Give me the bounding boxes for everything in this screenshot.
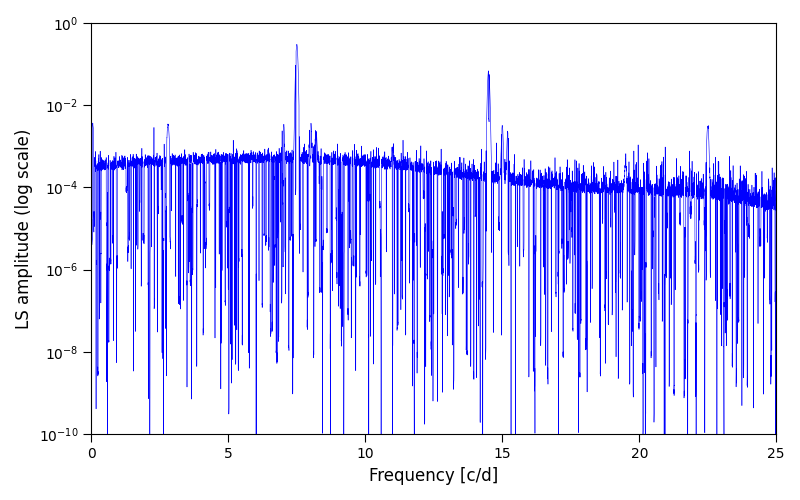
Y-axis label: LS amplitude (log scale): LS amplitude (log scale) [15,128,33,328]
X-axis label: Frequency [c/d]: Frequency [c/d] [369,467,498,485]
